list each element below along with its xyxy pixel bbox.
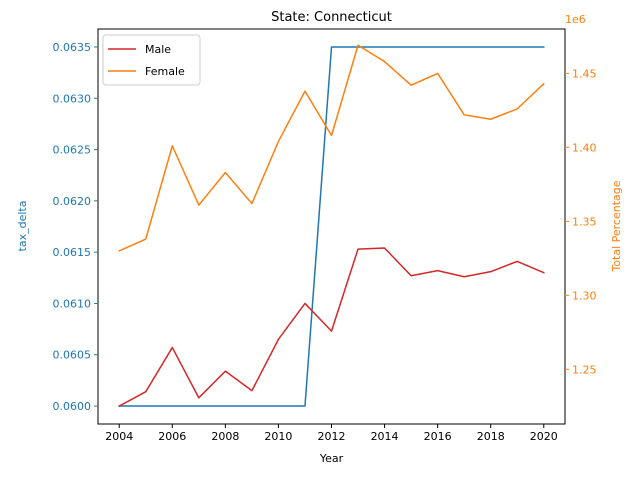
y-left-tick-label: 0.0635 [53, 41, 92, 54]
y-left-tick-label: 0.0605 [53, 349, 92, 362]
y-left-tick-label: 0.0615 [53, 246, 92, 259]
chart-title: State: Connecticut [271, 10, 392, 25]
x-axis-label: Year [319, 452, 344, 465]
y-left-tick-label: 0.0630 [53, 92, 92, 105]
y-right-tick-label: 1.25 [572, 363, 597, 376]
y-left-tick-label: 0.0610 [53, 297, 92, 310]
y-right-tick-label: 1.40 [572, 141, 597, 154]
x-tick-label: 2008 [211, 430, 239, 443]
x-tick-label: 2004 [105, 430, 133, 443]
y-axis-right-label: Total Percentage [610, 180, 623, 272]
series-line-male [118, 247, 545, 408]
legend: Male Female [102, 34, 201, 86]
y-left-tick-label: 0.0620 [53, 195, 92, 208]
y-axis-right-offset-label: 1e6 [565, 13, 586, 26]
x-tick-label: 2014 [371, 430, 399, 443]
y-right-tick-label: 1.30 [572, 289, 597, 302]
y-right-tick-label: 1.45 [572, 67, 597, 80]
x-tick-label: 2016 [424, 430, 452, 443]
y-left-tick-label: 0.0600 [53, 400, 92, 413]
legend-label-male: Male [145, 43, 171, 56]
x-tick-label: 2020 [530, 430, 558, 443]
y-right-tick-label: 1.35 [572, 215, 597, 228]
plot-area-frame [97, 28, 566, 425]
y-axis-right: 1.25 1.30 1.35 1.40 1.45 [565, 67, 597, 376]
y-axis-left: 0.0600 0.0605 0.0610 0.0615 0.0620 0.0625 0.06… [53, 41, 98, 413]
x-axis: 2004 2006 2008 2010 2012 2014 2016 2018 2020 [105, 424, 558, 443]
series-line-female [118, 44, 545, 252]
x-tick-label: 2018 [477, 430, 505, 443]
series-line-tax-delta [118, 46, 545, 407]
series-layer [118, 44, 545, 408]
y-left-tick-label: 0.0625 [53, 144, 92, 157]
x-tick-label: 2006 [158, 430, 186, 443]
x-tick-label: 2010 [264, 430, 292, 443]
x-tick-label: 2012 [318, 430, 346, 443]
y-axis-left-label: tax_delta [16, 201, 29, 252]
legend-box [102, 34, 201, 86]
legend-label-female: Female [145, 65, 185, 78]
